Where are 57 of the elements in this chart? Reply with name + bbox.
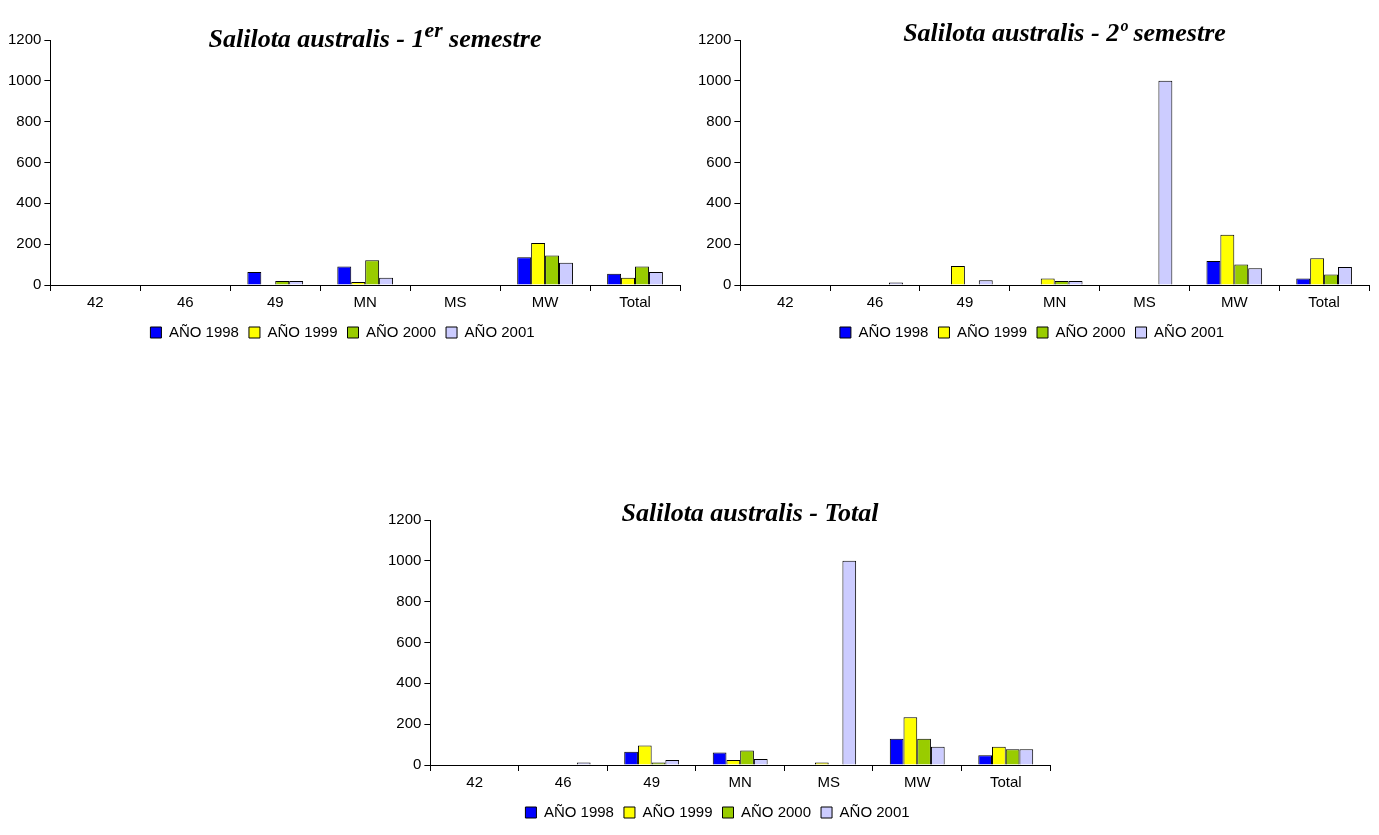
x-tick-label: 46: [866, 293, 884, 311]
legend-label: AÑO 2001: [464, 322, 535, 340]
x-tick-label: MS: [817, 773, 840, 791]
x-tick-label: MS: [443, 293, 467, 311]
x-tick-label: Total: [619, 293, 651, 311]
y-tick-label: 1200: [387, 510, 422, 528]
x-tick-label: 42: [466, 773, 483, 791]
x-tick-label: 46: [176, 293, 194, 311]
x-tick-label: MW: [531, 293, 560, 311]
y-tick-label: 800: [16, 111, 42, 129]
legend-label: AÑO 1998: [543, 802, 614, 820]
x-tick-label: MN: [353, 293, 377, 311]
legend-label: AÑO 1999: [267, 322, 338, 340]
chart-title: Salilota australis - Total: [621, 498, 879, 527]
x-tick-label: MN: [728, 773, 752, 791]
x-tick-label: 46: [554, 773, 572, 791]
legend-label: AÑO 1999: [956, 322, 1028, 340]
x-tick-label: 49: [956, 293, 974, 311]
y-tick-label: 1000: [697, 70, 732, 88]
y-tick-label: 400: [16, 193, 42, 211]
y-tick-label: 400: [396, 673, 422, 691]
y-tick-label: 800: [396, 591, 422, 609]
legend-label: AÑO 2000: [1055, 322, 1126, 340]
legend-label: AÑO 2000: [366, 322, 437, 340]
y-tick-label: 1200: [697, 30, 732, 48]
y-tick-label: 400: [706, 193, 732, 211]
y-tick-label: 600: [16, 152, 42, 170]
legend-label: AÑO 1998: [168, 322, 239, 340]
x-tick-label: MW: [903, 773, 932, 791]
legend-label: AÑO 2001: [839, 802, 910, 820]
y-tick-label: 1200: [7, 30, 42, 48]
legend-label: AÑO 2001: [1154, 322, 1225, 340]
y-tick-label: 0: [33, 275, 42, 293]
y-tick-label: 0: [413, 755, 422, 773]
x-tick-label: MS: [1133, 293, 1156, 311]
legend-label: AÑO 2000: [741, 802, 812, 820]
y-tick-label: 200: [706, 234, 732, 252]
y-tick-label: 600: [706, 152, 732, 170]
y-tick-label: 200: [16, 234, 42, 252]
x-tick-label: 42: [776, 293, 794, 311]
chart-title: Salilota australis - 1$^{er}$ semestre: [208, 18, 542, 53]
y-tick-label: 800: [706, 111, 732, 129]
x-tick-label: Total: [989, 773, 1022, 791]
x-tick-label: 42: [87, 293, 104, 311]
y-tick-label: 1000: [7, 70, 42, 88]
chart-title: Salilota australis - 2º semestre: [903, 18, 1226, 47]
x-tick-label: 49: [643, 773, 661, 791]
y-tick-label: 0: [723, 275, 732, 293]
x-tick-label: Total: [1308, 293, 1340, 311]
x-tick-label: MW: [1220, 293, 1249, 311]
x-tick-label: 49: [266, 293, 284, 311]
legend-label: AÑO 1998: [858, 322, 929, 340]
y-tick-label: 200: [396, 714, 422, 732]
legend-label: AÑO 1999: [642, 802, 713, 820]
y-tick-label: 600: [396, 632, 422, 650]
y-tick-label: 1000: [387, 550, 422, 568]
x-tick-label: MN: [1043, 293, 1067, 311]
